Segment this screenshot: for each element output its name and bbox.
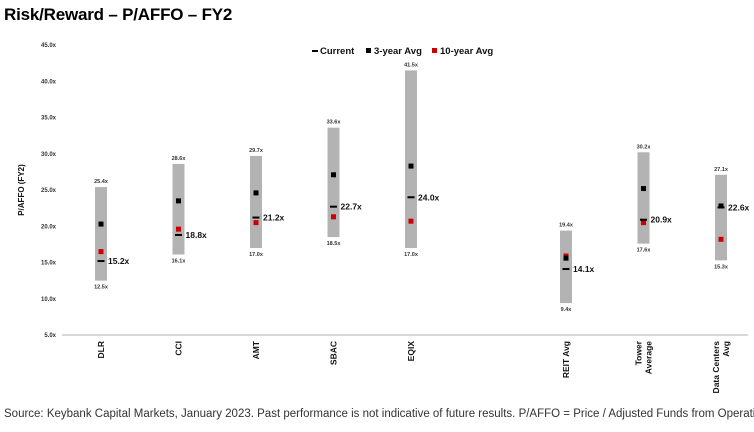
current-value-label: 14.1x bbox=[573, 264, 595, 274]
avg10-marker bbox=[176, 226, 181, 232]
y-tick-label: 35.0x bbox=[41, 116, 57, 122]
range-bar bbox=[327, 127, 340, 238]
category-label: SBAC bbox=[329, 341, 339, 365]
y-tick-label: 15.0x bbox=[41, 261, 57, 267]
source-footnote: Source: Keybank Capital Markets, January… bbox=[4, 408, 754, 420]
chart-title: Risk/Reward – P/AFFO – FY2 bbox=[4, 5, 233, 24]
avg3-marker bbox=[641, 186, 646, 192]
high-label: 41.5x bbox=[404, 62, 419, 68]
current-marker bbox=[252, 216, 260, 219]
avg3-marker bbox=[98, 221, 104, 227]
low-label: 12.5x bbox=[94, 285, 109, 291]
category-label: Data Centers bbox=[711, 341, 721, 394]
category-label: REIT Avg bbox=[561, 341, 571, 378]
low-label: 9.4x bbox=[561, 307, 573, 313]
avg10-marker bbox=[641, 220, 646, 226]
range-bar bbox=[405, 70, 417, 248]
current-marker bbox=[175, 233, 182, 236]
category-label: AMT bbox=[251, 340, 261, 359]
current-value-label: 15.2x bbox=[108, 256, 130, 266]
markers: 25.4x 12.5x 15.2x DLR 28.6x 16.1x 18.8x CCI 29.7… bbox=[94, 62, 749, 393]
avg10-marker bbox=[253, 220, 259, 226]
current-value-label: 21.2x bbox=[263, 213, 285, 223]
current-marker bbox=[640, 218, 647, 221]
current-value-label: 22.6x bbox=[728, 202, 750, 212]
current-marker bbox=[330, 205, 337, 208]
low-label: 17.0x bbox=[249, 252, 264, 258]
legend-avg3-swatch bbox=[366, 48, 371, 53]
y-axis-label: P/AFFO (FY2) bbox=[17, 164, 26, 216]
category-label: Average bbox=[644, 341, 654, 375]
current-marker bbox=[717, 206, 725, 209]
low-label: 17.6x bbox=[637, 248, 652, 254]
y-tick-label: 25.0x bbox=[41, 188, 57, 194]
category-label: DLR bbox=[96, 341, 106, 358]
legend-avg10-label: 10-year Avg bbox=[440, 46, 493, 57]
high-label: 30.2x bbox=[637, 144, 652, 150]
legend-current-swatch bbox=[312, 50, 318, 52]
category-label: EQIX bbox=[406, 341, 416, 362]
legend-avg3-label: 3-year Avg bbox=[374, 46, 422, 57]
range-bars bbox=[95, 70, 727, 304]
category-label: CCI bbox=[174, 341, 184, 356]
avg10-marker bbox=[408, 218, 414, 224]
axis-layer: P/AFFO (FY2) 5.0x 10.0x 15.0x 20.0x 25.0x 30.0… bbox=[17, 43, 748, 339]
low-label: 16.1x bbox=[172, 259, 187, 265]
current-marker bbox=[407, 196, 415, 199]
high-label: 33.6x bbox=[327, 120, 342, 126]
y-tick-label: 10.0x bbox=[41, 297, 57, 303]
avg3-marker bbox=[253, 190, 259, 196]
avg10-marker bbox=[718, 236, 724, 242]
current-value-label: 24.0x bbox=[418, 192, 440, 202]
y-tick-label: 40.0x bbox=[41, 79, 57, 85]
legend: Current 3-year Avg 10-year Avg bbox=[312, 46, 493, 57]
range-bar bbox=[250, 155, 262, 248]
current-marker bbox=[97, 260, 105, 263]
avg3-marker bbox=[563, 255, 569, 261]
current-value-label: 18.8x bbox=[186, 230, 208, 240]
current-value-label: 22.7x bbox=[341, 202, 363, 212]
range-bar bbox=[95, 187, 107, 281]
y-tick-label: 20.0x bbox=[41, 224, 57, 230]
avg3-marker bbox=[718, 203, 724, 209]
y-tick-label: 30.0x bbox=[41, 152, 57, 158]
low-label: 17.0x bbox=[404, 252, 419, 258]
avg3-marker bbox=[408, 163, 414, 169]
low-label: 18.5x bbox=[327, 241, 342, 247]
avg10-marker bbox=[98, 249, 104, 255]
high-label: 19.4x bbox=[559, 223, 574, 229]
avg3-marker bbox=[176, 198, 181, 204]
range-bar bbox=[560, 230, 572, 304]
current-marker bbox=[562, 268, 570, 271]
low-label: 15.3x bbox=[714, 264, 729, 270]
legend-avg10-swatch bbox=[432, 48, 437, 53]
y-tick-label: 45.0x bbox=[41, 43, 57, 49]
high-label: 28.6x bbox=[172, 156, 187, 162]
avg3-marker bbox=[331, 172, 336, 178]
high-label: 27.1x bbox=[714, 167, 729, 173]
legend-current-label: Current bbox=[320, 46, 355, 57]
high-label: 25.4x bbox=[94, 179, 109, 185]
y-tick-label: 5.0x bbox=[44, 333, 56, 339]
range-bar bbox=[637, 152, 650, 244]
category-label: Tower bbox=[634, 340, 644, 365]
category-label: Avg bbox=[721, 341, 731, 357]
high-label: 29.7x bbox=[249, 148, 264, 154]
avg10-marker bbox=[331, 214, 336, 220]
range-bar bbox=[172, 163, 185, 255]
current-value-label: 20.9x bbox=[651, 215, 673, 225]
range-bar bbox=[715, 174, 727, 261]
